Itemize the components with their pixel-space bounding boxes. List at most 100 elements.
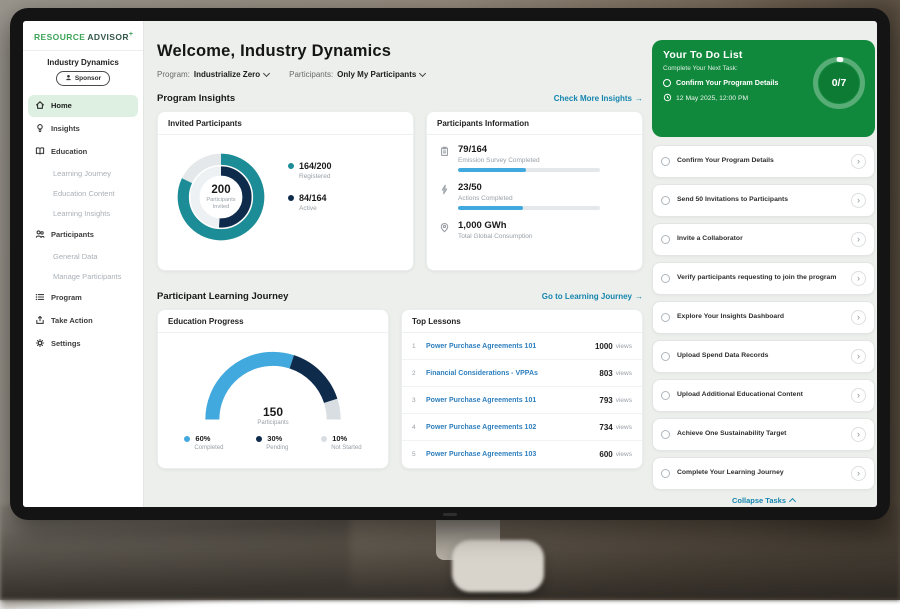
metric-value: 1,000 GWh <box>458 220 532 231</box>
checkbox-icon[interactable] <box>661 313 670 322</box>
sidebar-nav: Home Insights Education Learning Journey… <box>23 95 143 355</box>
sidebar-item-label: Take Action <box>51 316 93 325</box>
sidebar-item-learning-journey[interactable]: Learning Journey <box>28 164 138 183</box>
program-select[interactable]: Program: Industrialize Zero <box>157 70 269 79</box>
views-suffix: views <box>616 370 632 377</box>
lesson-row: 5 Power Purchase Agreements 103 600 view… <box>402 441 642 467</box>
card-title: Invited Participants <box>158 112 413 135</box>
check-more-insights-link[interactable]: Check More Insights → <box>554 94 643 103</box>
legend-label: Active <box>299 205 332 212</box>
checkbox-icon[interactable] <box>661 235 670 244</box>
task-achieve-sustainability-target[interactable]: Achieve One Sustainability Target <box>652 418 875 451</box>
todo-next-task[interactable]: Confirm Your Program Details <box>663 78 803 87</box>
lesson-views: 600 <box>599 450 612 459</box>
lesson-link[interactable]: Power Purchase Agreements 103 <box>426 451 599 458</box>
chevron-right-icon[interactable] <box>851 427 866 442</box>
brand-word-secondary: ADVISOR <box>87 32 129 42</box>
chevron-right-icon[interactable] <box>851 388 866 403</box>
page-title: Welcome, Industry Dynamics <box>157 42 643 61</box>
checkbox-icon[interactable] <box>661 391 670 400</box>
checkbox-icon[interactable] <box>661 430 670 439</box>
sidebar-item-general-data[interactable]: General Data <box>28 247 138 266</box>
task-label: Send 50 Invitations to Participants <box>677 196 844 205</box>
program-icon <box>35 292 45 304</box>
chevron-right-icon[interactable] <box>851 193 866 208</box>
donut-center: 200 Participants Invited <box>170 146 272 248</box>
legend-not-started: 10% Not Started <box>321 434 361 451</box>
legend-registered: 164/200 Registered <box>288 161 332 180</box>
lesson-link[interactable]: Power Purchase Agreements 101 <box>426 397 599 404</box>
filters-row: Program: Industrialize Zero Participants… <box>157 70 643 79</box>
legend-value: 164/200 <box>299 161 332 171</box>
task-explore-insights[interactable]: Explore Your Insights Dashboard <box>652 301 875 334</box>
legend-label: Pending <box>266 445 288 451</box>
participants-select[interactable]: Participants: Only My Participants <box>289 70 425 79</box>
todo-progress-value: 0/7 <box>811 55 867 111</box>
sidebar-item-education[interactable]: Education <box>28 141 138 163</box>
task-confirm-program-details[interactable]: Confirm Your Program Details <box>652 145 875 178</box>
metric-bar <box>458 168 600 172</box>
chevron-right-icon[interactable] <box>851 232 866 247</box>
task-label: Achieve One Sustainability Target <box>677 430 844 439</box>
lesson-link[interactable]: Power Purchase Agreements 102 <box>426 424 599 431</box>
participants-information-card: Participants Information 79/164 Emission… <box>426 111 643 271</box>
todo-subtitle: Complete Your Next Task: <box>663 65 803 72</box>
sidebar-item-insights[interactable]: Insights <box>28 118 138 140</box>
task-list: Confirm Your Program Details Send 50 Inv… <box>652 145 875 490</box>
brand-word-primary: RESOURCE <box>34 32 85 42</box>
go-to-learning-journey-link[interactable]: Go to Learning Journey → <box>542 292 643 301</box>
insights-icon <box>35 123 45 135</box>
views-suffix: views <box>616 343 632 350</box>
views-suffix: views <box>616 451 632 458</box>
sidebar-item-take-action[interactable]: Take Action <box>28 310 138 332</box>
chevron-right-icon[interactable] <box>851 349 866 364</box>
legend-label: Not Started <box>331 445 361 451</box>
take-action-icon <box>35 315 45 327</box>
sidebar-item-program[interactable]: Program <box>28 287 138 309</box>
main-content: Welcome, Industry Dynamics Program: Indu… <box>157 21 643 469</box>
top-lessons-card: Top Lessons 1 Power Purchase Agreements … <box>401 309 643 469</box>
chevron-right-icon[interactable] <box>851 154 866 169</box>
sidebar-item-manage-participants[interactable]: Manage Participants <box>28 267 138 286</box>
navy-dot-icon <box>288 195 294 201</box>
sidebar-item-settings[interactable]: Settings <box>28 333 138 355</box>
checkbox-icon[interactable] <box>661 196 670 205</box>
gauge-legend: 60% Completed 30% Pending 10% Not Starte… <box>158 426 388 451</box>
pin-icon <box>439 220 450 244</box>
task-complete-learning-journey[interactable]: Complete Your Learning Journey <box>652 457 875 490</box>
task-send-invitations[interactable]: Send 50 Invitations to Participants <box>652 184 875 217</box>
sidebar-item-education-content[interactable]: Education Content <box>28 184 138 203</box>
sidebar-item-home[interactable]: Home <box>28 95 138 117</box>
collapse-tasks-link[interactable]: Collapse Tasks <box>652 496 875 505</box>
sidebar-item-participants[interactable]: Participants <box>28 224 138 246</box>
lesson-link[interactable]: Financial Considerations - VPPAs <box>426 370 599 377</box>
lesson-rank: 5 <box>412 451 422 458</box>
lesson-views: 793 <box>599 396 612 405</box>
lesson-row: 1 Power Purchase Agreements 101 1000 vie… <box>402 333 642 360</box>
legend-completed: 60% Completed <box>184 434 223 451</box>
checkbox-icon[interactable] <box>661 352 670 361</box>
task-invite-collaborator[interactable]: Invite a Collaborator <box>652 223 875 256</box>
sponsor-badge[interactable]: Sponsor <box>56 71 110 86</box>
donut-center-label: Participants Invited <box>198 197 244 211</box>
chevron-right-icon[interactable] <box>851 271 866 286</box>
gauge-center-label: Participants <box>198 420 348 426</box>
task-upload-educational-content[interactable]: Upload Additional Educational Content <box>652 379 875 412</box>
task-verify-participants[interactable]: Verify participants requesting to join t… <box>652 262 875 295</box>
checkbox-icon[interactable] <box>663 79 671 87</box>
lesson-row: 4 Power Purchase Agreements 102 734 view… <box>402 414 642 441</box>
gray-dot-icon <box>321 436 327 442</box>
insights-cards-row: Invited Participants 200 Participants In… <box>157 111 643 271</box>
chevron-right-icon[interactable] <box>851 310 866 325</box>
lesson-link[interactable]: Power Purchase Agreements 101 <box>426 343 595 350</box>
lesson-views: 1000 <box>595 342 613 351</box>
task-upload-spend-data[interactable]: Upload Spend Data Records <box>652 340 875 373</box>
checkbox-icon[interactable] <box>661 469 670 478</box>
checkbox-icon[interactable] <box>661 157 670 166</box>
chevron-right-icon[interactable] <box>851 466 866 481</box>
sidebar-item-learning-insights[interactable]: Learning Insights <box>28 204 138 223</box>
lesson-row: 2 Financial Considerations - VPPAs 803 v… <box>402 360 642 387</box>
checkbox-icon[interactable] <box>661 274 670 283</box>
